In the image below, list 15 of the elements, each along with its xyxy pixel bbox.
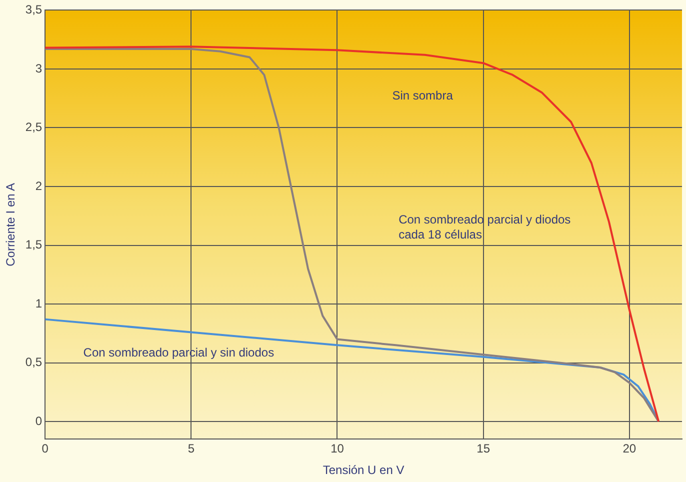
x-axis-title: Tensión U en V [322, 463, 404, 478]
x-tick-label: 15 [476, 442, 490, 456]
x-tick-label: 5 [188, 442, 195, 456]
annotation: Sin sombra [392, 88, 454, 102]
y-tick-label: 2 [35, 178, 42, 193]
y-tick-label: 0,5 [25, 355, 42, 370]
y-tick-label: 2,5 [25, 120, 42, 134]
y-tick-label: 1 [35, 296, 42, 310]
y-tick-label: 0 [35, 414, 42, 428]
x-tick-label: 20 [622, 442, 636, 456]
y-tick-label: 3,5 [25, 2, 42, 17]
y-tick-label: 1,5 [25, 238, 42, 252]
y-axis-title: Corriente I en A [4, 183, 18, 266]
y-tick-label: 3 [35, 61, 42, 76]
x-tick-label: 10 [330, 442, 344, 456]
